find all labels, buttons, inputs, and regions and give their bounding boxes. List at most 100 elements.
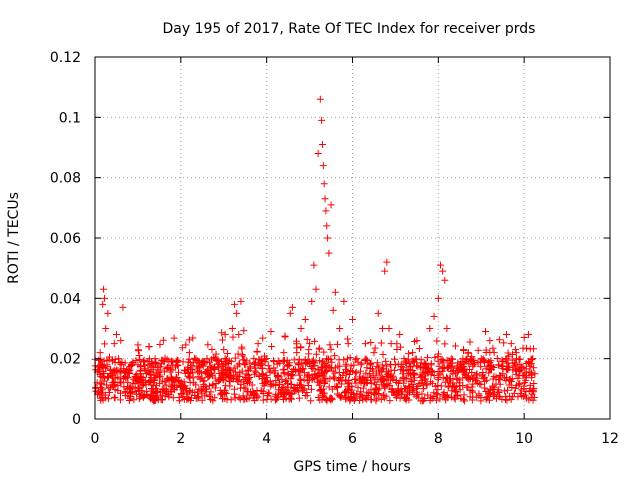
scatter-noise-point: [335, 391, 343, 399]
scatter-noise-point: [316, 396, 324, 404]
data-point: [267, 328, 275, 336]
scatter-noise-point: [156, 388, 164, 396]
scatter-noise-point: [206, 391, 214, 399]
y-tick-label: 0.04: [50, 291, 81, 307]
scatter-noise-point: [420, 385, 428, 393]
scatter-noise-point: [179, 358, 187, 366]
scatter-noise-point: [389, 372, 397, 380]
scatter-noise-point: [391, 355, 399, 363]
scatter-noise-point: [436, 395, 444, 403]
scatter-noise-point: [400, 385, 408, 393]
scatter-noise-point: [465, 373, 473, 381]
x-tick-label: 12: [601, 431, 619, 447]
scatter-noise-point: [193, 362, 201, 370]
scatter-noise-point: [330, 374, 338, 382]
scatter-noise-point: [427, 378, 435, 386]
data-point: [344, 340, 352, 348]
y-tick-label: 0.06: [50, 231, 81, 247]
scatter-noise-point: [231, 394, 239, 402]
scatter-noise-point: [431, 354, 439, 362]
scatter-noise-point: [397, 360, 405, 368]
scatter-noise-point: [135, 386, 143, 394]
scatter-noise-point: [480, 375, 488, 383]
scatter-noise-point: [331, 364, 339, 372]
data-point: [110, 340, 118, 348]
data-point: [336, 325, 344, 332]
scatter-noise-point: [346, 367, 354, 375]
data-point: [456, 379, 464, 387]
scatter-noise-point: [209, 363, 217, 371]
scatter-noise-point: [273, 393, 281, 401]
scatter-noise-point: [476, 358, 484, 366]
scatter-noise-point: [127, 389, 135, 397]
scatter-noise-point: [457, 364, 465, 372]
scatter-noise-point: [388, 385, 396, 393]
data-point: [400, 355, 408, 363]
scatter-noise-point: [304, 382, 312, 390]
data-point: [168, 376, 176, 384]
scatter-noise-point: [512, 349, 520, 357]
scatter-noise-point: [516, 380, 524, 388]
scatter-noise-point: [386, 397, 394, 405]
scatter-noise-point: [297, 343, 305, 351]
scatter-noise-point: [300, 385, 308, 393]
scatter-noise-point: [185, 355, 193, 363]
scatter-noise-point: [439, 364, 447, 372]
scatter-noise-point: [204, 373, 212, 381]
scatter-noise-point: [334, 340, 342, 348]
scatter-noise-point: [340, 356, 348, 364]
scatter-noise-point: [307, 385, 315, 393]
data-point: [374, 309, 382, 317]
scatter-noise-point: [136, 355, 144, 363]
scatter-noise-point: [174, 368, 182, 376]
scatter-noise-point: [130, 396, 138, 404]
scatter-noise-point: [189, 334, 197, 342]
scatter-noise-point: [116, 396, 124, 404]
scatter-noise-point: [521, 391, 529, 399]
scatter-noise-point: [265, 389, 273, 397]
scatter-noise-point: [466, 338, 474, 346]
scatter-noise-point: [154, 361, 162, 369]
scatter-noise-point: [516, 390, 524, 398]
scatter-noise-point: [148, 359, 156, 367]
scatter-noise-point: [204, 341, 212, 349]
scatter-noise-point: [98, 380, 106, 388]
scatter-noise-point: [151, 394, 159, 402]
scatter-noise-point: [104, 373, 112, 381]
scatter-noise-point: [187, 396, 195, 404]
scatter-noise-point: [456, 360, 464, 368]
scatter-noise-point: [493, 354, 501, 362]
data-point: [473, 370, 481, 378]
scatter-noise-point: [520, 382, 528, 390]
scatter-noise-point: [229, 375, 237, 383]
scatter-noise-point: [388, 388, 396, 396]
scatter-noise-point: [249, 391, 257, 399]
scatter-noise-point: [174, 357, 182, 365]
scatter-noise-point: [116, 389, 124, 397]
scatter-noise-point: [443, 391, 451, 399]
scatter-noise-point: [528, 356, 536, 364]
scatter-noise-point: [331, 352, 339, 360]
scatter-noise-point: [358, 359, 366, 367]
scatter-noise-point: [397, 366, 405, 374]
scatter-noise-point: [207, 388, 215, 396]
data-point: [520, 334, 528, 342]
scatter-noise-point: [525, 396, 533, 404]
scatter-noise-point: [527, 371, 535, 379]
scatter-noise-point: [356, 393, 364, 401]
data-point: [138, 382, 146, 390]
data-point: [293, 349, 301, 357]
data-point: [320, 180, 328, 188]
scatter-noise-point: [245, 367, 253, 375]
scatter-noise-point: [485, 369, 493, 377]
scatter-noise-point: [503, 396, 511, 404]
scatter-noise-point: [168, 387, 176, 395]
scatter-noise-point: [498, 395, 506, 403]
data-point: [250, 355, 258, 363]
scatter-noise-point: [195, 368, 203, 376]
scatter-noise-point: [136, 367, 144, 375]
scatter-noise-point: [145, 343, 153, 351]
scatter-noise-point: [155, 369, 163, 377]
scatter-noise-point: [511, 360, 519, 368]
scatter-noise-point: [215, 369, 223, 377]
